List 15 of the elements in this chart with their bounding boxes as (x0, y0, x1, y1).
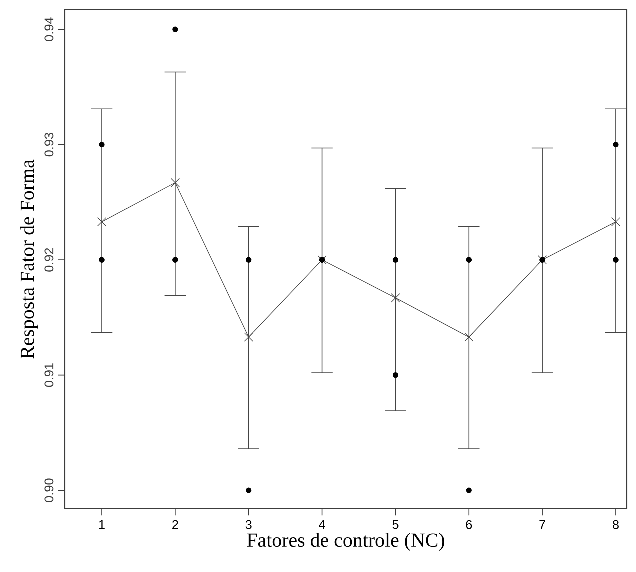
y-tick-label: 0.90 (44, 478, 54, 502)
y-tick-label: 0.91 (44, 364, 54, 388)
y-tick-label: 0.92 (44, 248, 54, 272)
x-tick-label: 1 (99, 520, 105, 530)
x-tick-label: 7 (540, 520, 546, 530)
x-tick-label: 8 (613, 520, 619, 530)
x-tick-label: 4 (319, 520, 326, 530)
y-tick-label: 0.93 (44, 133, 54, 157)
x-tick-label: 2 (172, 520, 178, 530)
x-tick-label: 3 (246, 520, 252, 530)
x-tick-label: 6 (466, 520, 472, 530)
x-tick-label: 5 (392, 520, 399, 530)
y-tick-label: 0.94 (44, 18, 54, 42)
y-axis-title: Resposta Fator de Forma (20, 160, 38, 359)
x-axis-title: Fatores de controle (NC) (247, 533, 444, 552)
